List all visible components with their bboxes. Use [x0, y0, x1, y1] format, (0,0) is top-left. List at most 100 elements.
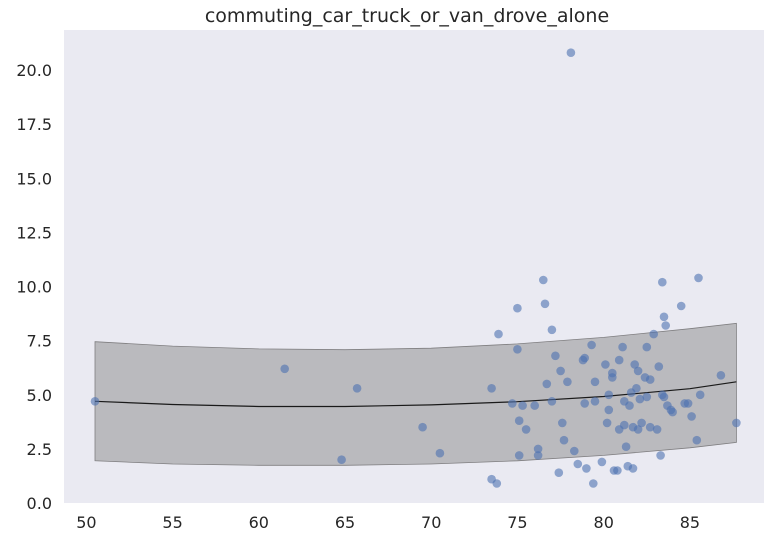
scatter-point: [687, 412, 696, 421]
y-tick-label: 0.0: [27, 494, 52, 513]
scatter-point: [604, 405, 614, 415]
scatter-point: [547, 397, 557, 406]
y-tick-label: 2.5: [27, 440, 52, 459]
scatter-point: [642, 342, 652, 352]
scatter-point: [590, 397, 600, 406]
scatter-point: [635, 394, 645, 404]
x-tick-label: 65: [335, 513, 355, 532]
scatter-point: [352, 384, 362, 393]
y-tick-label: 5.0: [27, 386, 52, 405]
scatter-point: [597, 457, 607, 467]
y-axis-ticks: 0.0 2.5 5.0 7.5 10.0 12.5 15.0 17.5 20.0: [16, 61, 52, 513]
scatter-point: [601, 360, 610, 369]
scatter-point: [676, 301, 686, 311]
scatter-point: [659, 312, 669, 322]
scatter-point: [590, 377, 600, 387]
scatter-point: [514, 451, 524, 460]
scatter-point: [654, 362, 664, 371]
scatter-point: [566, 48, 576, 57]
scatter-point: [521, 425, 531, 434]
scatter-points-layer: [90, 48, 741, 488]
scatter-point: [514, 416, 524, 426]
scatter-point: [492, 479, 502, 488]
scatter-point: [645, 375, 655, 384]
scatter-point: [658, 277, 667, 287]
scatter-point: [732, 418, 741, 428]
scatter-point: [573, 459, 583, 469]
scatter-point: [716, 371, 726, 380]
x-axis-ticks: 50 55 60 65 70 75 80 85: [76, 513, 700, 532]
scatter-point: [551, 351, 560, 361]
scatter-point: [554, 468, 564, 478]
scatter-point: [539, 275, 548, 285]
chart-title: commuting_car_truck_or_van_drove_alone: [205, 5, 609, 27]
scatter-point: [649, 329, 658, 339]
y-tick-label: 10.0: [16, 278, 52, 297]
scatter-point: [533, 444, 543, 454]
scatter-point: [659, 392, 669, 402]
scatter-point: [435, 448, 445, 458]
y-tick-label: 15.0: [16, 169, 52, 188]
scatter-point: [656, 451, 665, 460]
x-tick-label: 85: [680, 513, 700, 532]
scatter-point: [508, 399, 517, 408]
scatter-point: [628, 464, 638, 473]
scatter-point: [540, 299, 550, 309]
confidence-band: [94, 322, 737, 466]
scatter-point: [589, 479, 598, 488]
scatter-point: [645, 422, 655, 432]
scatter-point: [533, 451, 543, 460]
scatter-point: [559, 435, 569, 445]
scatter-point: [337, 455, 346, 465]
scatter-point: [621, 442, 631, 452]
scatter-point: [487, 384, 496, 393]
scatter-point: [513, 345, 522, 354]
scatter-point: [587, 340, 596, 350]
scatter-point: [614, 355, 624, 365]
scatter-point: [632, 384, 641, 393]
scatter-point: [513, 303, 522, 313]
scatter-point: [418, 422, 427, 432]
x-tick-label: 60: [249, 513, 269, 532]
scatter-point: [530, 401, 539, 410]
y-tick-label: 20.0: [16, 61, 52, 80]
scatter-point: [570, 446, 579, 456]
y-tick-label: 17.5: [16, 115, 52, 134]
scatter-point: [90, 397, 100, 406]
scatter-point: [637, 418, 646, 428]
scatter-point: [556, 366, 565, 376]
y-tick-label: 12.5: [16, 223, 52, 242]
scatter-point: [668, 407, 677, 417]
y-tick-label: 7.5: [27, 332, 52, 351]
scatter-point: [633, 366, 643, 376]
x-tick-label: 55: [162, 513, 182, 532]
scatter-point: [613, 466, 622, 475]
scatter-point: [582, 464, 591, 473]
scatter-point: [558, 418, 567, 428]
scatter-point: [602, 418, 612, 428]
scatter-point: [695, 390, 705, 400]
scatter-point: [661, 321, 670, 330]
scatter-point: [494, 329, 503, 339]
scatter-point: [604, 390, 614, 400]
scatter-point: [280, 364, 290, 374]
scatter-point: [542, 379, 552, 389]
scatter-point: [618, 342, 627, 352]
x-tick-label: 80: [594, 513, 614, 532]
x-tick-label: 75: [507, 513, 527, 532]
scatter-point: [694, 273, 703, 283]
confidence-band-layer: [94, 322, 737, 466]
scatter-point: [518, 401, 527, 410]
scatter-point: [547, 325, 557, 335]
scatter-point: [630, 360, 639, 369]
scatter-point: [683, 399, 693, 408]
scatter-point: [652, 425, 662, 434]
scatter-point: [608, 373, 617, 382]
scatter-point: [692, 435, 702, 445]
x-tick-label: 50: [76, 513, 96, 532]
x-tick-label: 70: [421, 513, 441, 532]
scatter-point: [625, 401, 634, 410]
scatter-point: [620, 420, 629, 430]
scatter-point: [580, 353, 589, 363]
